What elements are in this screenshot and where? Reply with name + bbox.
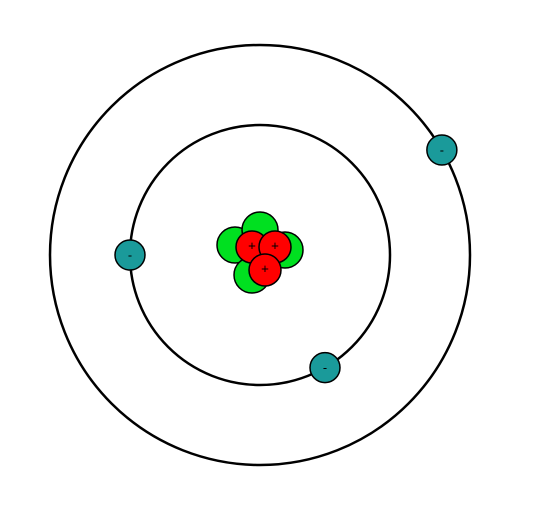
electron-label-orbit1-2: - bbox=[323, 361, 327, 375]
electron-label-orbit1-1: - bbox=[128, 248, 132, 262]
atom-diagram: +++--- bbox=[0, 0, 534, 505]
proton-label-2: + bbox=[271, 240, 279, 255]
proton-label-1: + bbox=[248, 240, 256, 255]
electron-label-orbit2-1: - bbox=[440, 143, 444, 157]
proton-label-3: + bbox=[261, 263, 269, 278]
